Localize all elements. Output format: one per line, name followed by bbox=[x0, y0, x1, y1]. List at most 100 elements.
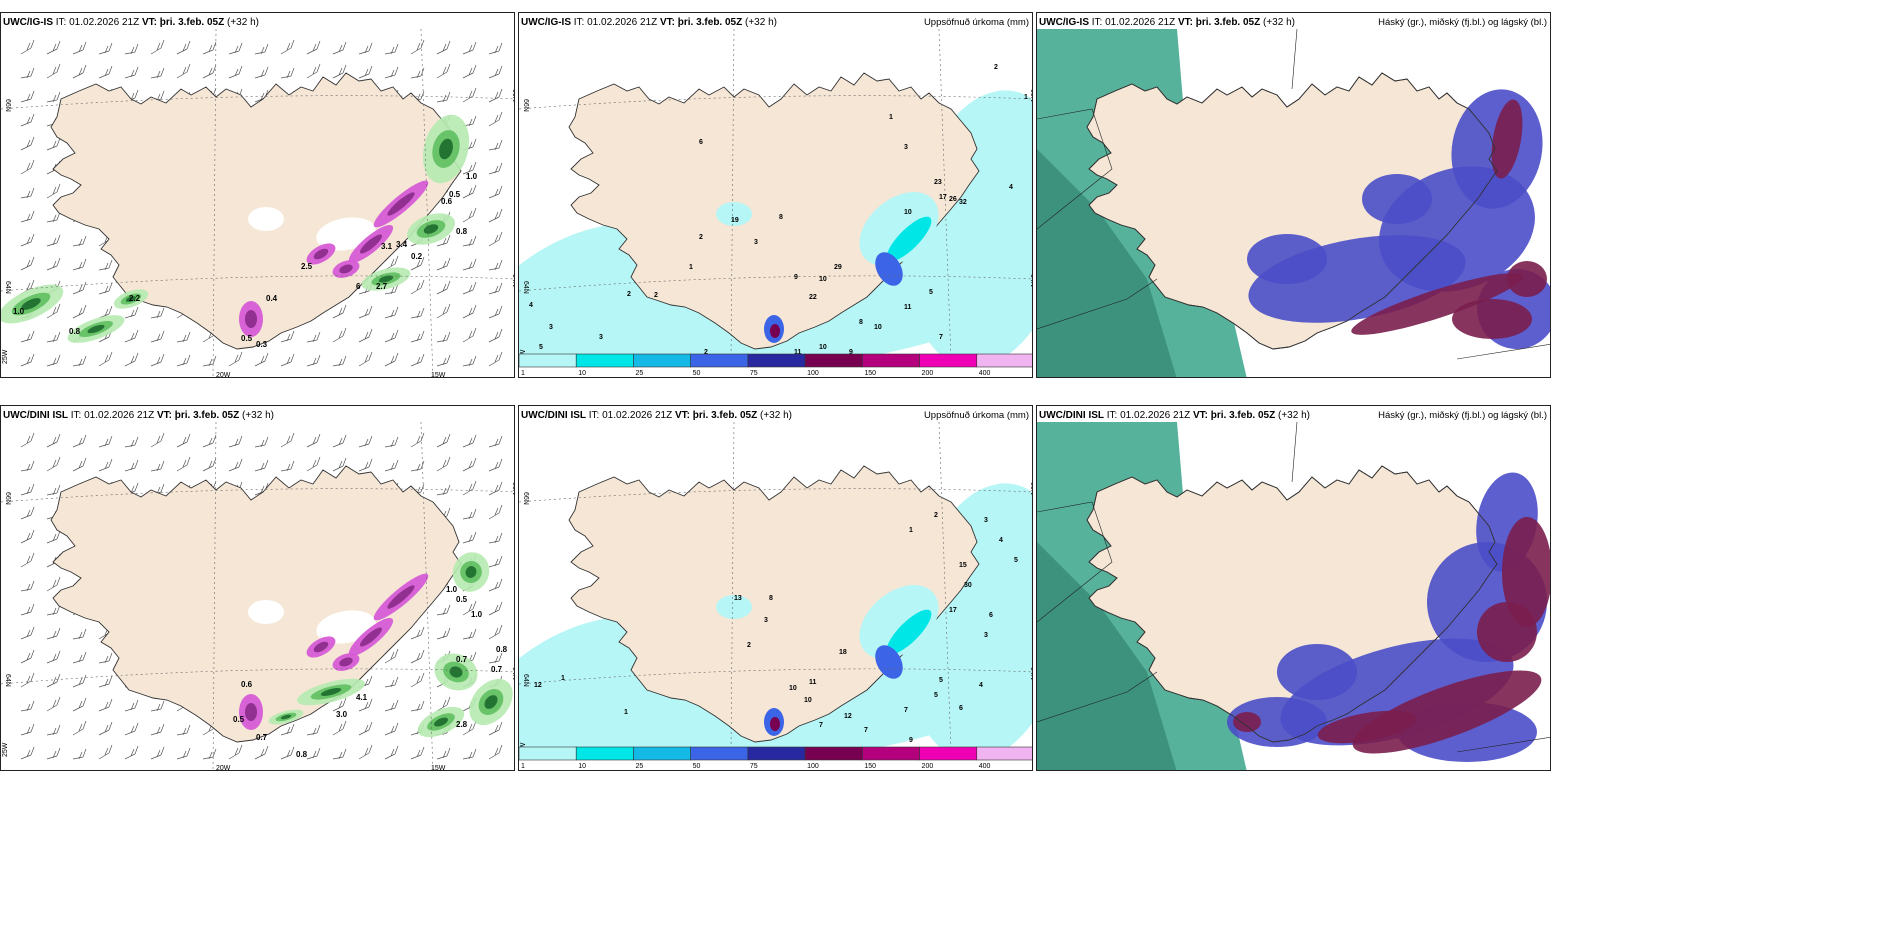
value-label: 2 bbox=[747, 642, 751, 649]
wind-map: 66N 64N 25W 20W 15W 66N 64N 0.6 0.5 0.7 0.8 4.1 3.0 1… bbox=[1, 421, 514, 771]
value-label: 11 bbox=[794, 349, 802, 356]
legend-swatch bbox=[804, 746, 863, 761]
value-label: 0.8 bbox=[69, 327, 81, 336]
legend-swatch bbox=[747, 746, 806, 761]
panel-ig-wind: UWC/IG-IS IT: 01.02.2026 21Z VT: þri. 3.… bbox=[0, 12, 515, 378]
axis-label: 66N bbox=[4, 492, 11, 505]
value-label: 3.0 bbox=[336, 710, 348, 719]
legend-tick: 150 bbox=[864, 370, 876, 377]
iceland-landmass bbox=[1086, 72, 1498, 350]
value-label: 13 bbox=[734, 595, 742, 602]
map-svg: 66N 64N 25W 20W 15W 66N 64N 0.6 0.5 0.7 0.8 4.1 3.0 1… bbox=[1, 421, 514, 771]
legend-swatch bbox=[804, 353, 863, 368]
value-label: 6 bbox=[356, 282, 361, 291]
value-label: 1.0 bbox=[446, 585, 458, 594]
panel-header: UWC/IG-IS IT: 01.02.2026 21Z VT: þri. 3.… bbox=[1039, 17, 1295, 28]
value-label: 1 bbox=[1024, 94, 1028, 101]
precip-map: 66N64N25W20W15W66N64N2131623172632410198… bbox=[519, 28, 1032, 377]
value-label: 7 bbox=[819, 722, 823, 729]
value-label: 0.6 bbox=[241, 680, 253, 689]
axis-label: 25W bbox=[2, 742, 9, 757]
value-label: 1.0 bbox=[13, 307, 25, 316]
graticule bbox=[519, 28, 1032, 360]
value-label: 2.5 bbox=[301, 262, 313, 271]
axis-label: 64N bbox=[522, 674, 529, 687]
panel-dini-precip: UWC/DINI ISL IT: 01.02.2026 21Z VT: þri.… bbox=[518, 405, 1033, 771]
legend-tick: 75 bbox=[750, 370, 758, 377]
legend-tick: 400 bbox=[979, 370, 991, 377]
value-label: 0.4 bbox=[266, 294, 278, 303]
value-label: 3.1 bbox=[381, 242, 393, 251]
value-label: 6 bbox=[699, 139, 703, 146]
legend-swatch bbox=[633, 746, 691, 761]
legend-swatch bbox=[862, 353, 920, 368]
value-label: 2 bbox=[654, 292, 658, 299]
value-label: 5 bbox=[929, 289, 933, 296]
value-label: 10 bbox=[804, 697, 812, 704]
legend-swatch bbox=[976, 746, 1032, 761]
legend-swatch bbox=[919, 746, 978, 761]
value-label: 4 bbox=[999, 537, 1003, 544]
legend-tick: 100 bbox=[807, 370, 819, 377]
value-label: 10 bbox=[789, 685, 797, 692]
value-label: 4 bbox=[1009, 184, 1013, 191]
precip-legend: 1 10 25 50 75 100 150 200 400 bbox=[519, 746, 1032, 770]
value-label: 3 bbox=[549, 324, 553, 331]
axis-label: 15W bbox=[431, 765, 446, 771]
panel-header: UWC/IG-IS IT: 01.02.2026 21Z VT: þri. 3.… bbox=[3, 17, 259, 28]
panel-header: UWC/DINI ISL IT: 01.02.2026 21Z VT: þri.… bbox=[1039, 410, 1310, 421]
panel-dini-wind: UWC/DINI ISL IT: 01.02.2026 21Z VT: þri.… bbox=[0, 405, 515, 771]
legend-tick: 1 bbox=[521, 370, 525, 377]
graticule bbox=[1, 421, 514, 770]
cloud-map bbox=[1037, 28, 1550, 377]
graticule bbox=[519, 421, 1032, 753]
legend-swatch bbox=[862, 746, 920, 761]
value-label: 0.8 bbox=[456, 227, 468, 236]
legend-swatch bbox=[633, 353, 691, 368]
value-label: 0.8 bbox=[296, 750, 308, 759]
cloud-map bbox=[1037, 421, 1550, 770]
value-label: 4.1 bbox=[356, 693, 368, 702]
value-label: 1 bbox=[909, 527, 913, 534]
map-svg: 66N64N25W20W15W66N64N2131623172632410198… bbox=[519, 28, 1032, 377]
value-label: 30 bbox=[964, 582, 972, 589]
value-label: 2.2 bbox=[129, 294, 141, 303]
precip-map: 66N64N25W20W15W66N64N1234515306138231810… bbox=[519, 421, 1032, 770]
boundary-lines bbox=[1037, 421, 1550, 753]
axis-label: 64N bbox=[511, 274, 515, 287]
map-svg bbox=[1037, 28, 1550, 377]
value-label: 18 bbox=[839, 649, 847, 656]
legend-tick: 75 bbox=[750, 763, 758, 770]
map-svg bbox=[1037, 421, 1550, 770]
value-label: 9 bbox=[909, 737, 913, 744]
value-label: 2.7 bbox=[376, 282, 388, 291]
value-label: 23 bbox=[934, 179, 942, 186]
legend-swatch bbox=[919, 353, 978, 368]
value-label: 7 bbox=[904, 707, 908, 714]
value-label: 6 bbox=[959, 705, 963, 712]
value-label: 5 bbox=[939, 677, 943, 684]
panel-title: Háský (gr.), miðský (fj.bl.) og lágský (… bbox=[1378, 17, 1547, 28]
panel-header: UWC/DINI ISL IT: 01.02.2026 21Z VT: þri.… bbox=[521, 410, 792, 421]
value-label: 4 bbox=[529, 302, 533, 309]
value-label: 1 bbox=[561, 675, 565, 682]
legend-tick: 10 bbox=[578, 370, 586, 377]
legend-swatch bbox=[519, 353, 577, 368]
value-label: 9 bbox=[849, 349, 853, 356]
value-label: 0.5 bbox=[233, 715, 245, 724]
legend-tick: 10 bbox=[578, 763, 586, 770]
value-label: 26 bbox=[949, 196, 957, 203]
axis-label: 64N bbox=[522, 281, 529, 294]
panel-header: UWC/IG-IS IT: 01.02.2026 21Z VT: þri. 3.… bbox=[521, 17, 777, 28]
value-label: 7 bbox=[939, 334, 943, 341]
precip-legend: 1 10 25 50 75 100 150 200 400 bbox=[519, 353, 1032, 377]
legend-swatch bbox=[690, 353, 749, 368]
value-label: 3 bbox=[599, 334, 603, 341]
legend-tick: 1 bbox=[521, 763, 525, 770]
value-label: 1 bbox=[689, 264, 693, 271]
value-label: 5 bbox=[1014, 557, 1018, 564]
axis-label: 66N bbox=[4, 99, 11, 112]
value-label: 17 bbox=[949, 607, 957, 614]
panel-header: UWC/DINI ISL IT: 01.02.2026 21Z VT: þri.… bbox=[3, 410, 274, 421]
